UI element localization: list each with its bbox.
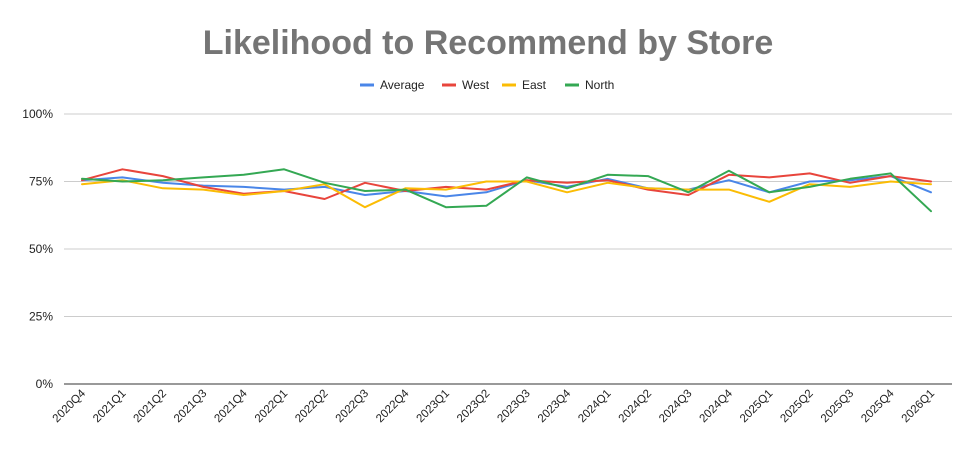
x-tick-label: 2021Q3 — [172, 388, 209, 425]
x-tick-label: 2025Q3 — [819, 388, 856, 425]
y-axis-ticks: 0% 25% 50% 75% 100% — [22, 107, 53, 391]
x-tick-label: 2022Q4 — [374, 387, 412, 425]
x-tick-label: 2025Q2 — [778, 388, 815, 425]
x-tick-label: 2020Q4 — [51, 387, 89, 425]
x-tick-label: 2023Q2 — [455, 388, 492, 425]
chart-title: Likelihood to Recommend by Store — [203, 24, 774, 62]
x-tick-label: 2023Q3 — [495, 388, 532, 425]
y-tick-label: 75% — [29, 175, 53, 189]
x-tick-label: 2022Q1 — [253, 388, 290, 425]
x-axis-ticks: 2020Q4 2021Q1 2021Q2 2021Q3 2021Q4 2022Q1 2022… — [51, 387, 937, 425]
x-tick-label: 2024Q3 — [657, 388, 694, 425]
x-tick-label: 2022Q2 — [293, 388, 330, 425]
gridlines — [64, 113, 952, 385]
series-lines — [81, 168, 932, 213]
x-tick-label: 2025Q4 — [859, 387, 897, 425]
x-tick-label: 2024Q4 — [698, 387, 736, 425]
x-tick-label: 2021Q2 — [132, 388, 169, 425]
y-tick-label: 50% — [29, 242, 53, 256]
x-tick-label: 2025Q1 — [738, 388, 775, 425]
x-tick-label: 2026Q1 — [900, 388, 937, 425]
x-tick-label: 2021Q4 — [212, 387, 250, 425]
legend-label: North — [585, 78, 614, 92]
x-tick-label: 2024Q1 — [576, 388, 613, 425]
legend-label: Average — [380, 78, 425, 92]
x-tick-label: 2021Q1 — [91, 388, 128, 425]
y-tick-label: 25% — [29, 310, 53, 324]
x-tick-label: 2024Q2 — [617, 388, 654, 425]
y-tick-label: 100% — [22, 107, 53, 121]
x-tick-label: 2023Q4 — [536, 387, 574, 425]
y-tick-label: 0% — [36, 377, 54, 391]
series-line-north — [81, 168, 932, 213]
legend: Average West East North — [360, 78, 614, 92]
legend-label: East — [522, 78, 547, 92]
x-tick-label: 2023Q1 — [415, 388, 452, 425]
series-line-average — [81, 175, 932, 198]
series-line-west — [81, 168, 932, 200]
series-line-east — [81, 179, 932, 209]
legend-label: West — [462, 78, 490, 92]
x-tick-label: 2022Q3 — [334, 388, 371, 425]
